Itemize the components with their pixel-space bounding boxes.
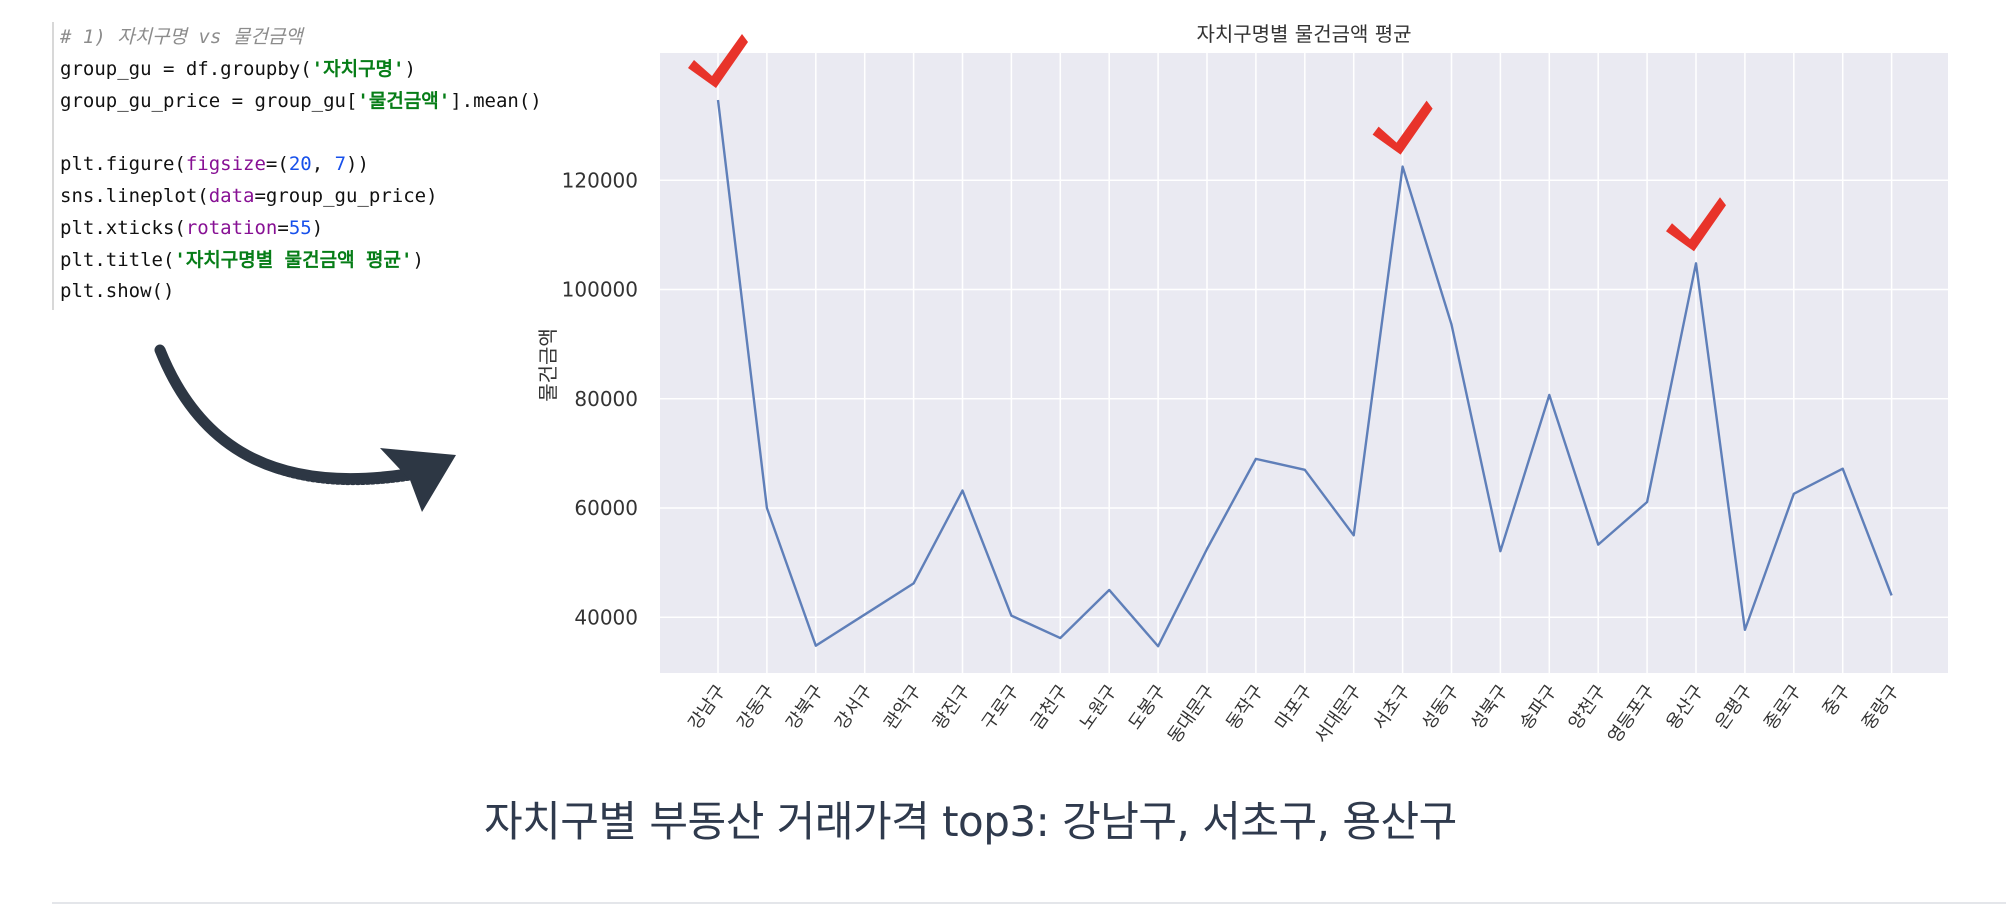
code-line-figure: plt.figure(figsize=(20, 7)) [60,153,369,176]
x-tick-label: 용산구 [1662,681,1708,734]
plot-area [660,53,1948,673]
x-tick-label: 도봉구 [1124,681,1170,734]
code-line-comment: # 1) 자치구명 vs 물건금액 [60,26,303,48]
highlight-checkmarks [688,33,1726,252]
x-tick-label: 광진구 [929,681,975,734]
code-line-mean: group_gu_price = group_gu['물건금액'].mean() [60,89,542,112]
y-tick-label: 120000 [562,168,638,192]
code-line-show: plt.show() [60,280,175,303]
red-checkmark-icon [1666,197,1726,252]
x-tick-label: 동대문구 [1164,681,1219,747]
grid-lines [660,53,1948,673]
code-line-title: plt.title('자치구명별 물건금액 평균') [60,248,424,271]
x-tick-label: 강동구 [733,681,779,734]
code-cell: # 1) 자치구명 vs 물건금액 group_gu = df.groupby(… [52,22,572,310]
x-tick-label: 관악구 [880,681,926,734]
x-tick-label: 영등포구 [1604,681,1659,747]
x-tick-label: 중랑구 [1858,681,1904,734]
x-tick-label: 성동구 [1418,681,1464,734]
x-tick-label: 구로구 [978,681,1024,734]
x-tick-label: 성북구 [1467,681,1513,734]
x-tick-label: 은평구 [1711,681,1757,734]
x-tick-label: 중구 [1819,681,1855,720]
hand-drawn-curved-arrow-icon [154,344,456,512]
x-tick-label: 송파구 [1516,681,1562,734]
x-tick-label: 마포구 [1271,681,1317,734]
x-tick-label: 금천구 [1027,681,1073,734]
x-tick-label: 노원구 [1076,681,1122,734]
red-checkmark-icon [1372,100,1433,155]
code-line-xticks: plt.xticks(rotation=55) [60,216,324,239]
x-tick-label: 강북구 [782,681,828,734]
x-tick-label: 서대문구 [1311,681,1366,747]
x-tick-label: 종로구 [1760,681,1806,734]
y-tick-label: 80000 [574,387,638,411]
y-tick-labels: 40000 60000 80000 100000 120000 [562,168,638,629]
red-checkmark-icon [688,33,748,88]
cell-gutter [52,22,54,310]
chart-title: 자치구명별 물건금액 평균 [1196,22,1411,46]
series-line [716,99,1893,648]
bottom-divider [52,902,2006,904]
code-line-lineplot: sns.lineplot(data=group_gu_price) [60,184,438,207]
code-line-groupby: group_gu = df.groupby('자치구명') [60,57,416,80]
caption: 자치구별 부동산 거래가격 top3: 강남구, 서초구, 용산구 [484,797,1457,846]
x-tick-label: 강서구 [831,681,877,734]
x-tick-label: 강남구 [684,681,730,734]
x-tick-label: 서초구 [1369,681,1415,734]
y-tick-label: 60000 [574,496,638,520]
y-tick-label: 40000 [574,605,638,629]
y-tick-label: 100000 [562,278,638,302]
x-tick-label: 동작구 [1222,681,1268,734]
y-axis-label: 물건금액 [536,328,560,402]
x-tick-label: 양천구 [1565,681,1611,734]
